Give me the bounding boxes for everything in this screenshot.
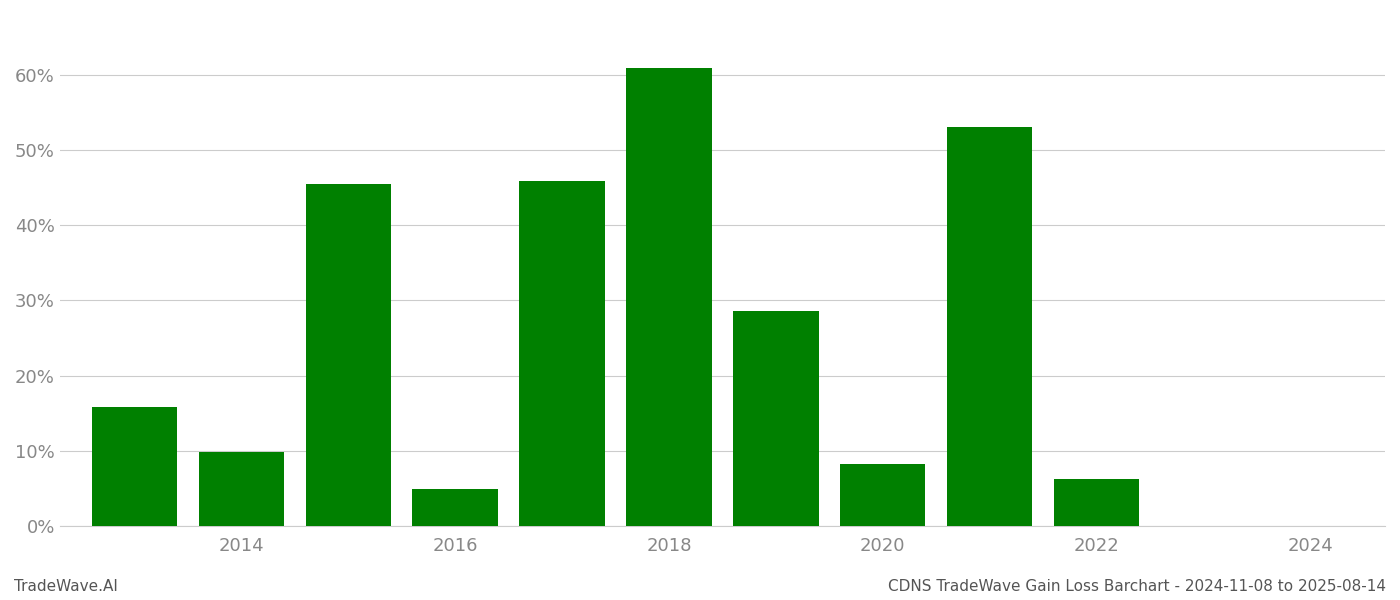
Text: TradeWave.AI: TradeWave.AI	[14, 579, 118, 594]
Bar	[519, 181, 605, 526]
Bar	[1054, 479, 1140, 526]
Bar	[626, 68, 711, 526]
Bar	[413, 489, 498, 526]
Bar	[946, 127, 1032, 526]
Bar	[840, 464, 925, 526]
Bar	[92, 407, 178, 526]
Text: CDNS TradeWave Gain Loss Barchart - 2024-11-08 to 2025-08-14: CDNS TradeWave Gain Loss Barchart - 2024…	[888, 579, 1386, 594]
Bar	[734, 311, 819, 526]
Bar	[199, 452, 284, 526]
Bar	[305, 184, 391, 526]
